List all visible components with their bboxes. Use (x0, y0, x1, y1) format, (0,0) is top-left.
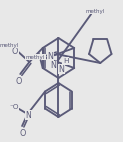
Text: N: N (50, 61, 56, 70)
Text: methyl: methyl (0, 42, 19, 48)
Text: O: O (12, 46, 18, 56)
Text: N: N (58, 64, 64, 74)
Text: O: O (20, 129, 26, 137)
Text: N: N (47, 52, 53, 60)
Text: N: N (26, 110, 31, 120)
Text: O: O (15, 77, 22, 85)
Text: methyl: methyl (85, 9, 104, 13)
Text: methyl: methyl (26, 55, 45, 59)
Text: H: H (63, 58, 69, 64)
Text: ⁻O: ⁻O (9, 104, 19, 110)
